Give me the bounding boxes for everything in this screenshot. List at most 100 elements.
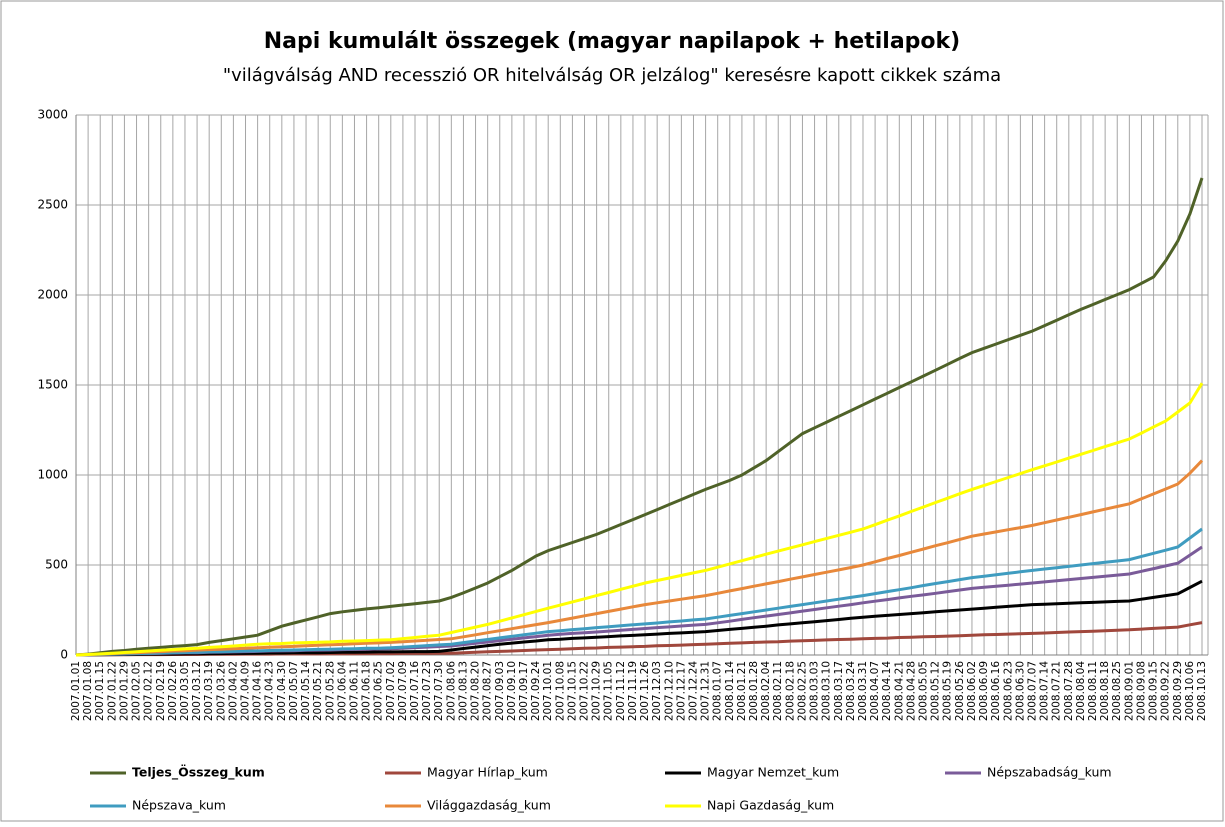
x-tick-label: 2008.08.18: [1099, 661, 1111, 721]
x-tick-label: 2007.02.05: [131, 661, 143, 721]
x-tick-label: 2007.11.05: [603, 661, 615, 721]
x-tick-label: 2007.05.07: [288, 661, 300, 721]
x-tick-label: 2008.03.31: [857, 661, 869, 721]
x-tick-label: 2007.07.02: [385, 661, 397, 721]
x-tick-label: 2008.08.11: [1087, 661, 1099, 721]
x-tick-label: 2007.12.31: [700, 661, 712, 721]
x-tick-label: 2007.10.29: [591, 661, 603, 721]
x-tick-label: 2008.10.13: [1196, 661, 1208, 721]
x-tick-label: 2008.03.17: [833, 661, 845, 721]
x-tick-label: 2007.03.26: [215, 661, 227, 721]
x-tick-label: 2007.07.09: [397, 661, 409, 721]
x-tick-label: 2007.10.15: [566, 661, 578, 721]
x-tick-label: 2008.09.22: [1160, 661, 1172, 721]
x-tick-label: 2008.02.25: [796, 661, 808, 721]
x-tick-label: 2007.09.24: [530, 661, 542, 721]
x-tick-label: 2007.08.20: [470, 661, 482, 721]
x-tick-label: 2007.06.25: [373, 661, 385, 721]
x-tick-label: 2007.05.28: [324, 661, 336, 721]
x-tick-label: 2007.07.30: [433, 661, 445, 721]
x-tick-label: 2008.05.12: [930, 661, 942, 721]
x-tick-label: 2007.02.12: [143, 661, 155, 721]
x-tick-label: 2007.03.05: [179, 661, 191, 721]
x-tick-label: 2007.07.23: [421, 661, 433, 721]
x-tick-label: 2007.08.13: [457, 661, 469, 721]
x-tick-label: 2007.03.19: [203, 661, 215, 721]
x-tick-label: 2008.09.01: [1123, 661, 1135, 721]
x-tick-label: 2007.01.29: [118, 661, 130, 721]
series-line: [75, 459, 1204, 657]
legend-label: Teljes_Összeg_kum: [132, 765, 265, 781]
x-tick-label: 2008.06.23: [1002, 661, 1014, 721]
x-tick-label: 2008.08.04: [1075, 661, 1087, 721]
x-tick-label: 2008.01.07: [712, 661, 724, 721]
legend-label: Napi Gazdaság_kum: [707, 798, 834, 813]
series-line: [75, 579, 1203, 657]
x-tick-label: 2007.10.01: [542, 661, 554, 721]
x-tick-label: 2007.11.12: [615, 661, 627, 721]
y-tick-label: 2500: [37, 198, 68, 212]
x-tick-label: 2007.04.09: [240, 661, 252, 721]
x-tick-label: 2008.09.29: [1172, 661, 1184, 721]
legend-label: Népszava_kum: [132, 798, 226, 813]
x-tick-label: 2008.04.14: [881, 661, 893, 721]
legend-label: Világgazdaság_kum: [427, 798, 551, 813]
series-line: [75, 382, 1204, 657]
x-tick-label: 2008.07.14: [1039, 661, 1051, 721]
x-tick-label: 2008.07.21: [1051, 661, 1063, 721]
x-tick-label: 2007.09.10: [506, 661, 518, 721]
x-tick-label: 2008.07.28: [1063, 661, 1075, 721]
x-tick-label: 2007.10.22: [579, 661, 591, 721]
x-tick-label: 2007.06.04: [336, 661, 348, 721]
legend-label: Magyar Nemzet_kum: [707, 765, 839, 780]
x-tick-label: 2008.04.28: [905, 661, 917, 721]
x-tick-label: 2007.06.18: [361, 661, 373, 721]
x-tick-label: 2007.11.19: [627, 661, 639, 721]
x-tick-label: 2008.09.15: [1148, 661, 1160, 721]
x-tick-label: 2007.04.02: [227, 661, 239, 721]
x-tick-label: 2008.01.14: [724, 661, 736, 721]
x-tick-label: 2007.04.16: [252, 661, 264, 721]
series-line: [75, 527, 1203, 657]
x-tick-label: 2008.05.05: [918, 661, 930, 721]
x-tick-label: 2007.10.08: [554, 661, 566, 721]
x-tick-label: 2007.12.24: [687, 661, 699, 721]
x-tick-label: 2007.07.16: [409, 661, 421, 721]
legend-label: Népszabadság_kum: [987, 765, 1112, 780]
y-tick-label: 500: [45, 558, 68, 572]
x-tick-label: 2008.03.03: [809, 661, 821, 721]
x-tick-label: 2008.06.30: [1014, 661, 1026, 721]
x-tick-label: 2008.01.21: [736, 661, 748, 721]
x-tick-label: 2008.10.06: [1184, 661, 1196, 721]
x-tick-label: 2007.09.03: [494, 661, 506, 721]
x-tick-label: 2008.09.08: [1135, 661, 1147, 721]
x-tick-label: 2007.04.23: [264, 661, 276, 721]
x-tick-label: 2007.02.19: [155, 661, 167, 721]
x-tick-label: 2008.01.28: [748, 661, 760, 721]
y-tick-label: 1000: [37, 468, 68, 482]
y-tick-label: 3000: [37, 108, 68, 122]
legend-label: Magyar Hírlap_kum: [427, 765, 548, 780]
x-tick-label: 2008.03.10: [821, 661, 833, 721]
x-tick-label: 2007.01.15: [94, 661, 106, 721]
x-tick-label: 2008.07.07: [1026, 661, 1038, 721]
y-tick-label: 2000: [37, 288, 68, 302]
x-tick-label: 2007.05.21: [312, 661, 324, 721]
x-tick-label: 2008.05.19: [942, 661, 954, 721]
x-tick-label: 2008.06.09: [978, 661, 990, 721]
x-tick-label: 2007.09.17: [518, 661, 530, 721]
x-tick-label: 2007.04.30: [276, 661, 288, 721]
chart-subtitle: "világválság AND recesszió OR hitelválsá…: [223, 65, 1001, 86]
x-tick-label: 2007.08.27: [482, 661, 494, 721]
x-tick-label: 2007.05.14: [300, 661, 312, 721]
chart-title: Napi kumulált összegek (magyar napilapok…: [264, 29, 960, 54]
x-tick-label: 2007.11.26: [639, 661, 651, 721]
x-tick-label: 2007.02.26: [167, 661, 179, 721]
x-tick-label: 2008.08.25: [1111, 661, 1123, 721]
y-tick-label: 0: [60, 648, 68, 662]
x-tick-label: 2008.06.16: [990, 661, 1002, 721]
x-tick-label: 2007.12.10: [663, 661, 675, 721]
x-tick-label: 2008.02.04: [760, 661, 772, 721]
